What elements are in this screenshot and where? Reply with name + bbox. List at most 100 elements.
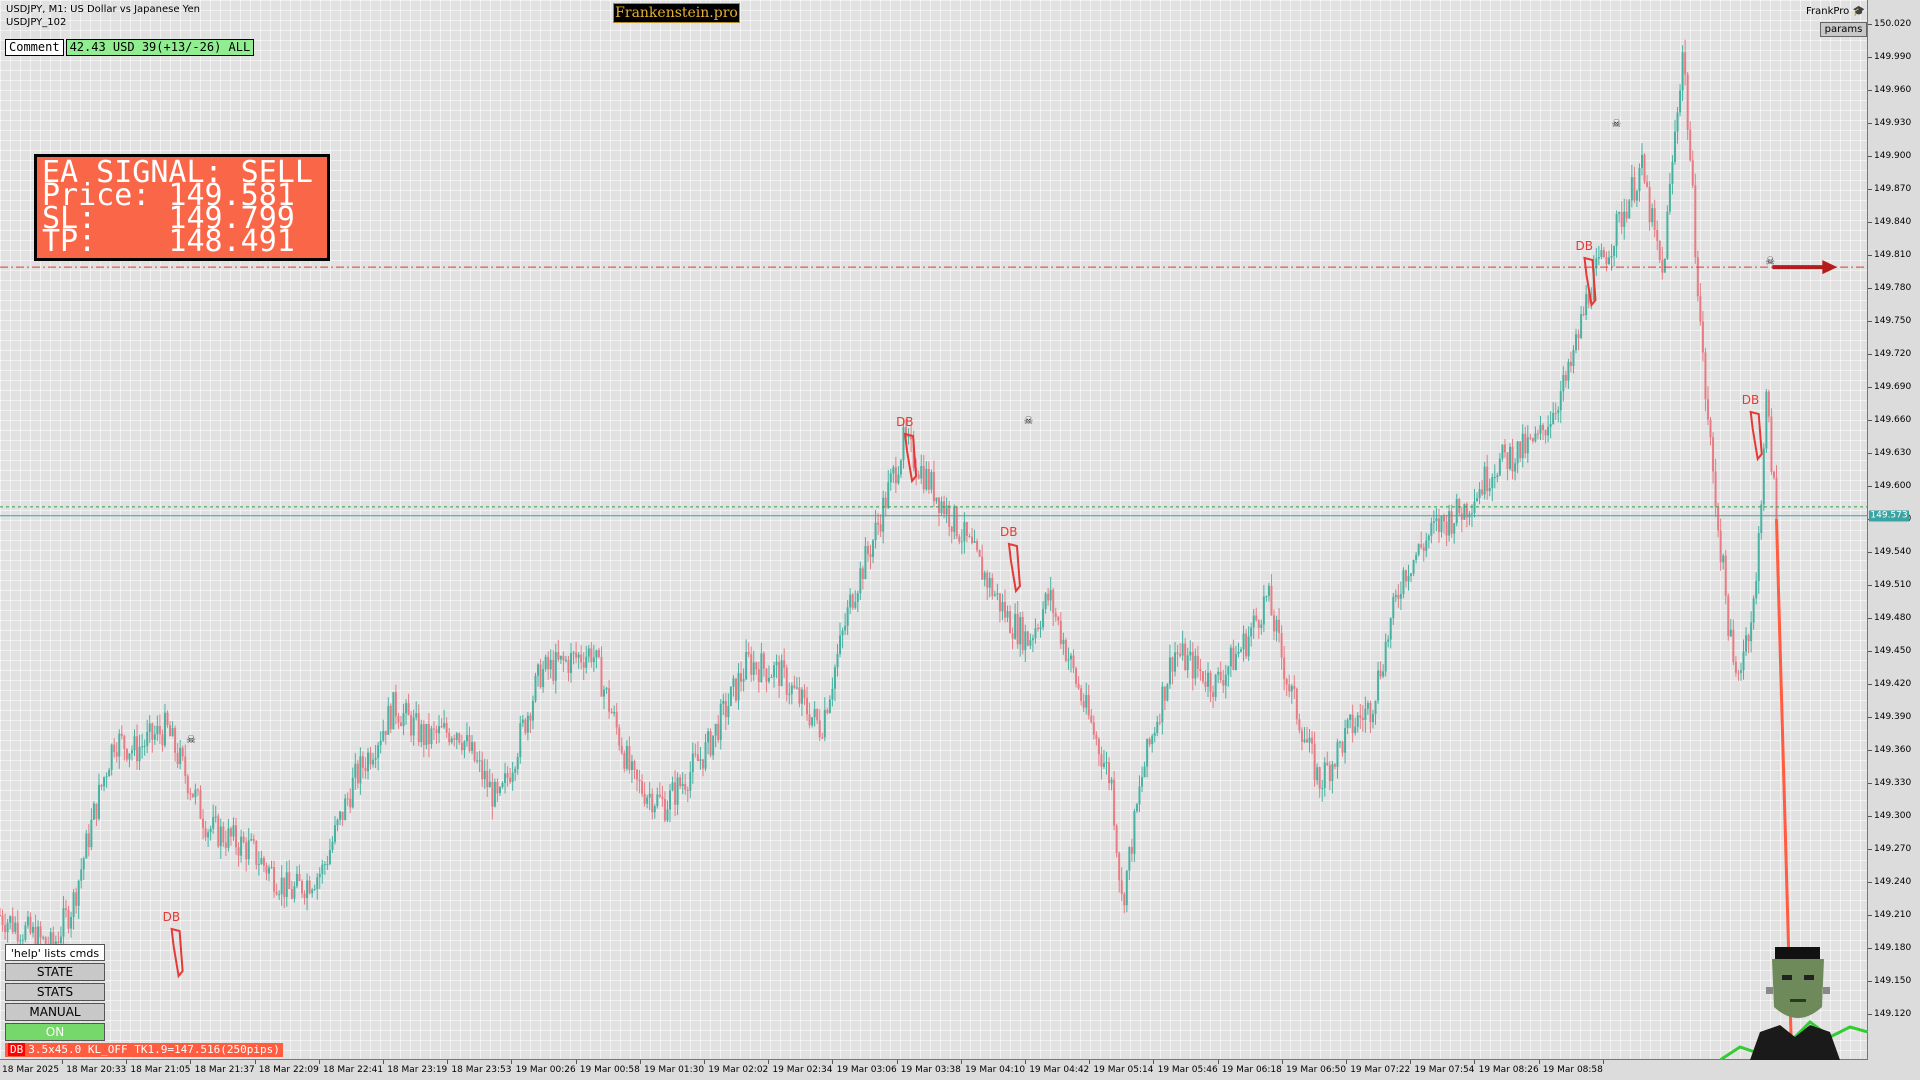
brand-logo[interactable]: Frankenstein.pro bbox=[613, 3, 740, 23]
current-price-label: 149.573 bbox=[1869, 510, 1909, 522]
candle-body bbox=[9, 916, 12, 923]
candle-body bbox=[668, 790, 671, 810]
candle-body bbox=[1305, 739, 1308, 743]
candle-body bbox=[194, 789, 197, 798]
stats-button[interactable]: STATS bbox=[5, 983, 105, 1001]
candle-body bbox=[1496, 475, 1499, 477]
candle-body bbox=[1234, 653, 1237, 670]
candlestick-chart: DB DB DB DB DB ☠ ☠ ☠ ☠ bbox=[0, 39, 1868, 1037]
candle-body bbox=[1075, 668, 1078, 684]
candle-body bbox=[1257, 620, 1260, 628]
candle-body bbox=[925, 468, 928, 490]
x-tick bbox=[575, 1060, 577, 1064]
candle-body bbox=[1270, 585, 1273, 616]
candle-body bbox=[633, 761, 636, 770]
candle-body bbox=[328, 850, 331, 865]
y-tick-label: 150.020 bbox=[1874, 19, 1912, 29]
candle-body bbox=[940, 501, 943, 514]
x-tick-label: 19 Mar 08:58 bbox=[1542, 1065, 1603, 1075]
candle-body bbox=[207, 832, 210, 838]
y-tick bbox=[1868, 750, 1872, 751]
candle-body bbox=[1600, 250, 1603, 258]
signal-sl: SL: 149.799 bbox=[42, 201, 295, 236]
candle-body bbox=[199, 790, 202, 819]
x-tick-label: 18 Mar 21:05 bbox=[130, 1065, 191, 1075]
candle-body bbox=[879, 524, 882, 532]
x-tick bbox=[1025, 1060, 1026, 1064]
candle-body bbox=[450, 738, 453, 743]
candle-body bbox=[1349, 714, 1352, 720]
candle-body bbox=[341, 811, 344, 821]
candle-body bbox=[1072, 655, 1075, 669]
candle-body bbox=[204, 827, 207, 838]
candle-body bbox=[958, 536, 961, 542]
candle-body bbox=[34, 926, 37, 952]
time-axis[interactable]: 18 Mar 2025 18 Mar 20:33 18 Mar 21:05 18 Ma… bbox=[0, 1060, 1868, 1080]
candle-body bbox=[1440, 515, 1443, 533]
x-tick-label: 18 Mar 22:09 bbox=[258, 1065, 319, 1075]
y-tick-label: 149.360 bbox=[1874, 745, 1912, 755]
candle-body bbox=[1443, 515, 1446, 522]
candle-body bbox=[803, 689, 806, 698]
candle-body bbox=[1194, 655, 1197, 679]
y-tick-label: 149.540 bbox=[1874, 547, 1912, 557]
candle-body bbox=[1207, 672, 1210, 687]
candle-body bbox=[268, 867, 271, 874]
candle-body bbox=[1232, 647, 1235, 670]
candle-body bbox=[516, 757, 519, 769]
candle-body bbox=[359, 756, 362, 784]
candle-body bbox=[42, 937, 45, 939]
signal-title: EA SIGNAL: SELL bbox=[42, 155, 313, 190]
y-tick bbox=[1868, 90, 1872, 91]
candle-body bbox=[575, 652, 578, 658]
candle-body bbox=[1691, 160, 1694, 186]
candle-body bbox=[542, 669, 545, 688]
params-button[interactable]: params bbox=[1820, 22, 1867, 37]
candle-body bbox=[945, 505, 948, 515]
candle-body bbox=[1630, 177, 1633, 201]
candle-body bbox=[872, 540, 875, 557]
candle-body bbox=[537, 664, 540, 676]
candle-body bbox=[717, 723, 720, 741]
candle-body bbox=[1638, 168, 1641, 192]
candle-body bbox=[981, 556, 984, 580]
candle-body bbox=[1077, 683, 1080, 689]
y-tick-label: 149.810 bbox=[1874, 250, 1912, 260]
y-tick bbox=[1868, 189, 1872, 190]
ea-signal-panel: EA SIGNAL: SELL Price: 149.581 SL: 149.7… bbox=[34, 154, 330, 261]
candle-body bbox=[605, 688, 608, 690]
candle-body bbox=[679, 777, 682, 787]
x-tick bbox=[1153, 1060, 1155, 1064]
candle-body bbox=[965, 522, 968, 536]
candle-body bbox=[349, 798, 352, 808]
candle-body bbox=[742, 679, 745, 682]
price-axis[interactable]: 150.020 149.990 149.960 149.930 149.900 149.8… bbox=[1868, 0, 1920, 1060]
candle-body bbox=[369, 752, 372, 765]
candle-body bbox=[874, 522, 877, 541]
candle-body bbox=[620, 745, 623, 754]
candle-body bbox=[1336, 741, 1339, 767]
manual-button[interactable]: MANUAL bbox=[5, 1003, 105, 1021]
state-button[interactable]: STATE bbox=[5, 963, 105, 981]
candle-body bbox=[1105, 762, 1108, 764]
candle-body bbox=[1085, 695, 1088, 708]
y-tick bbox=[1868, 1014, 1872, 1015]
candle-body bbox=[1554, 412, 1557, 414]
candle-body bbox=[1278, 619, 1281, 634]
y-tick-label: 149.210 bbox=[1874, 910, 1912, 920]
candle-body bbox=[547, 656, 550, 670]
candle-body bbox=[1544, 430, 1547, 436]
candle-body bbox=[229, 828, 232, 837]
candle-body bbox=[181, 747, 184, 757]
candle-body bbox=[354, 763, 357, 778]
on-toggle-button[interactable]: ON bbox=[5, 1023, 105, 1041]
candle-body bbox=[62, 908, 65, 937]
candle-body bbox=[1585, 294, 1588, 316]
candle-body bbox=[1184, 643, 1187, 671]
candle-body bbox=[1016, 613, 1019, 645]
candle-body bbox=[303, 893, 306, 898]
candle-body bbox=[278, 894, 281, 896]
help-input[interactable]: 'help' lists cmds bbox=[5, 944, 105, 961]
x-tick-label: 19 Mar 05:46 bbox=[1157, 1065, 1218, 1075]
y-tick-label: 149.450 bbox=[1874, 646, 1912, 656]
